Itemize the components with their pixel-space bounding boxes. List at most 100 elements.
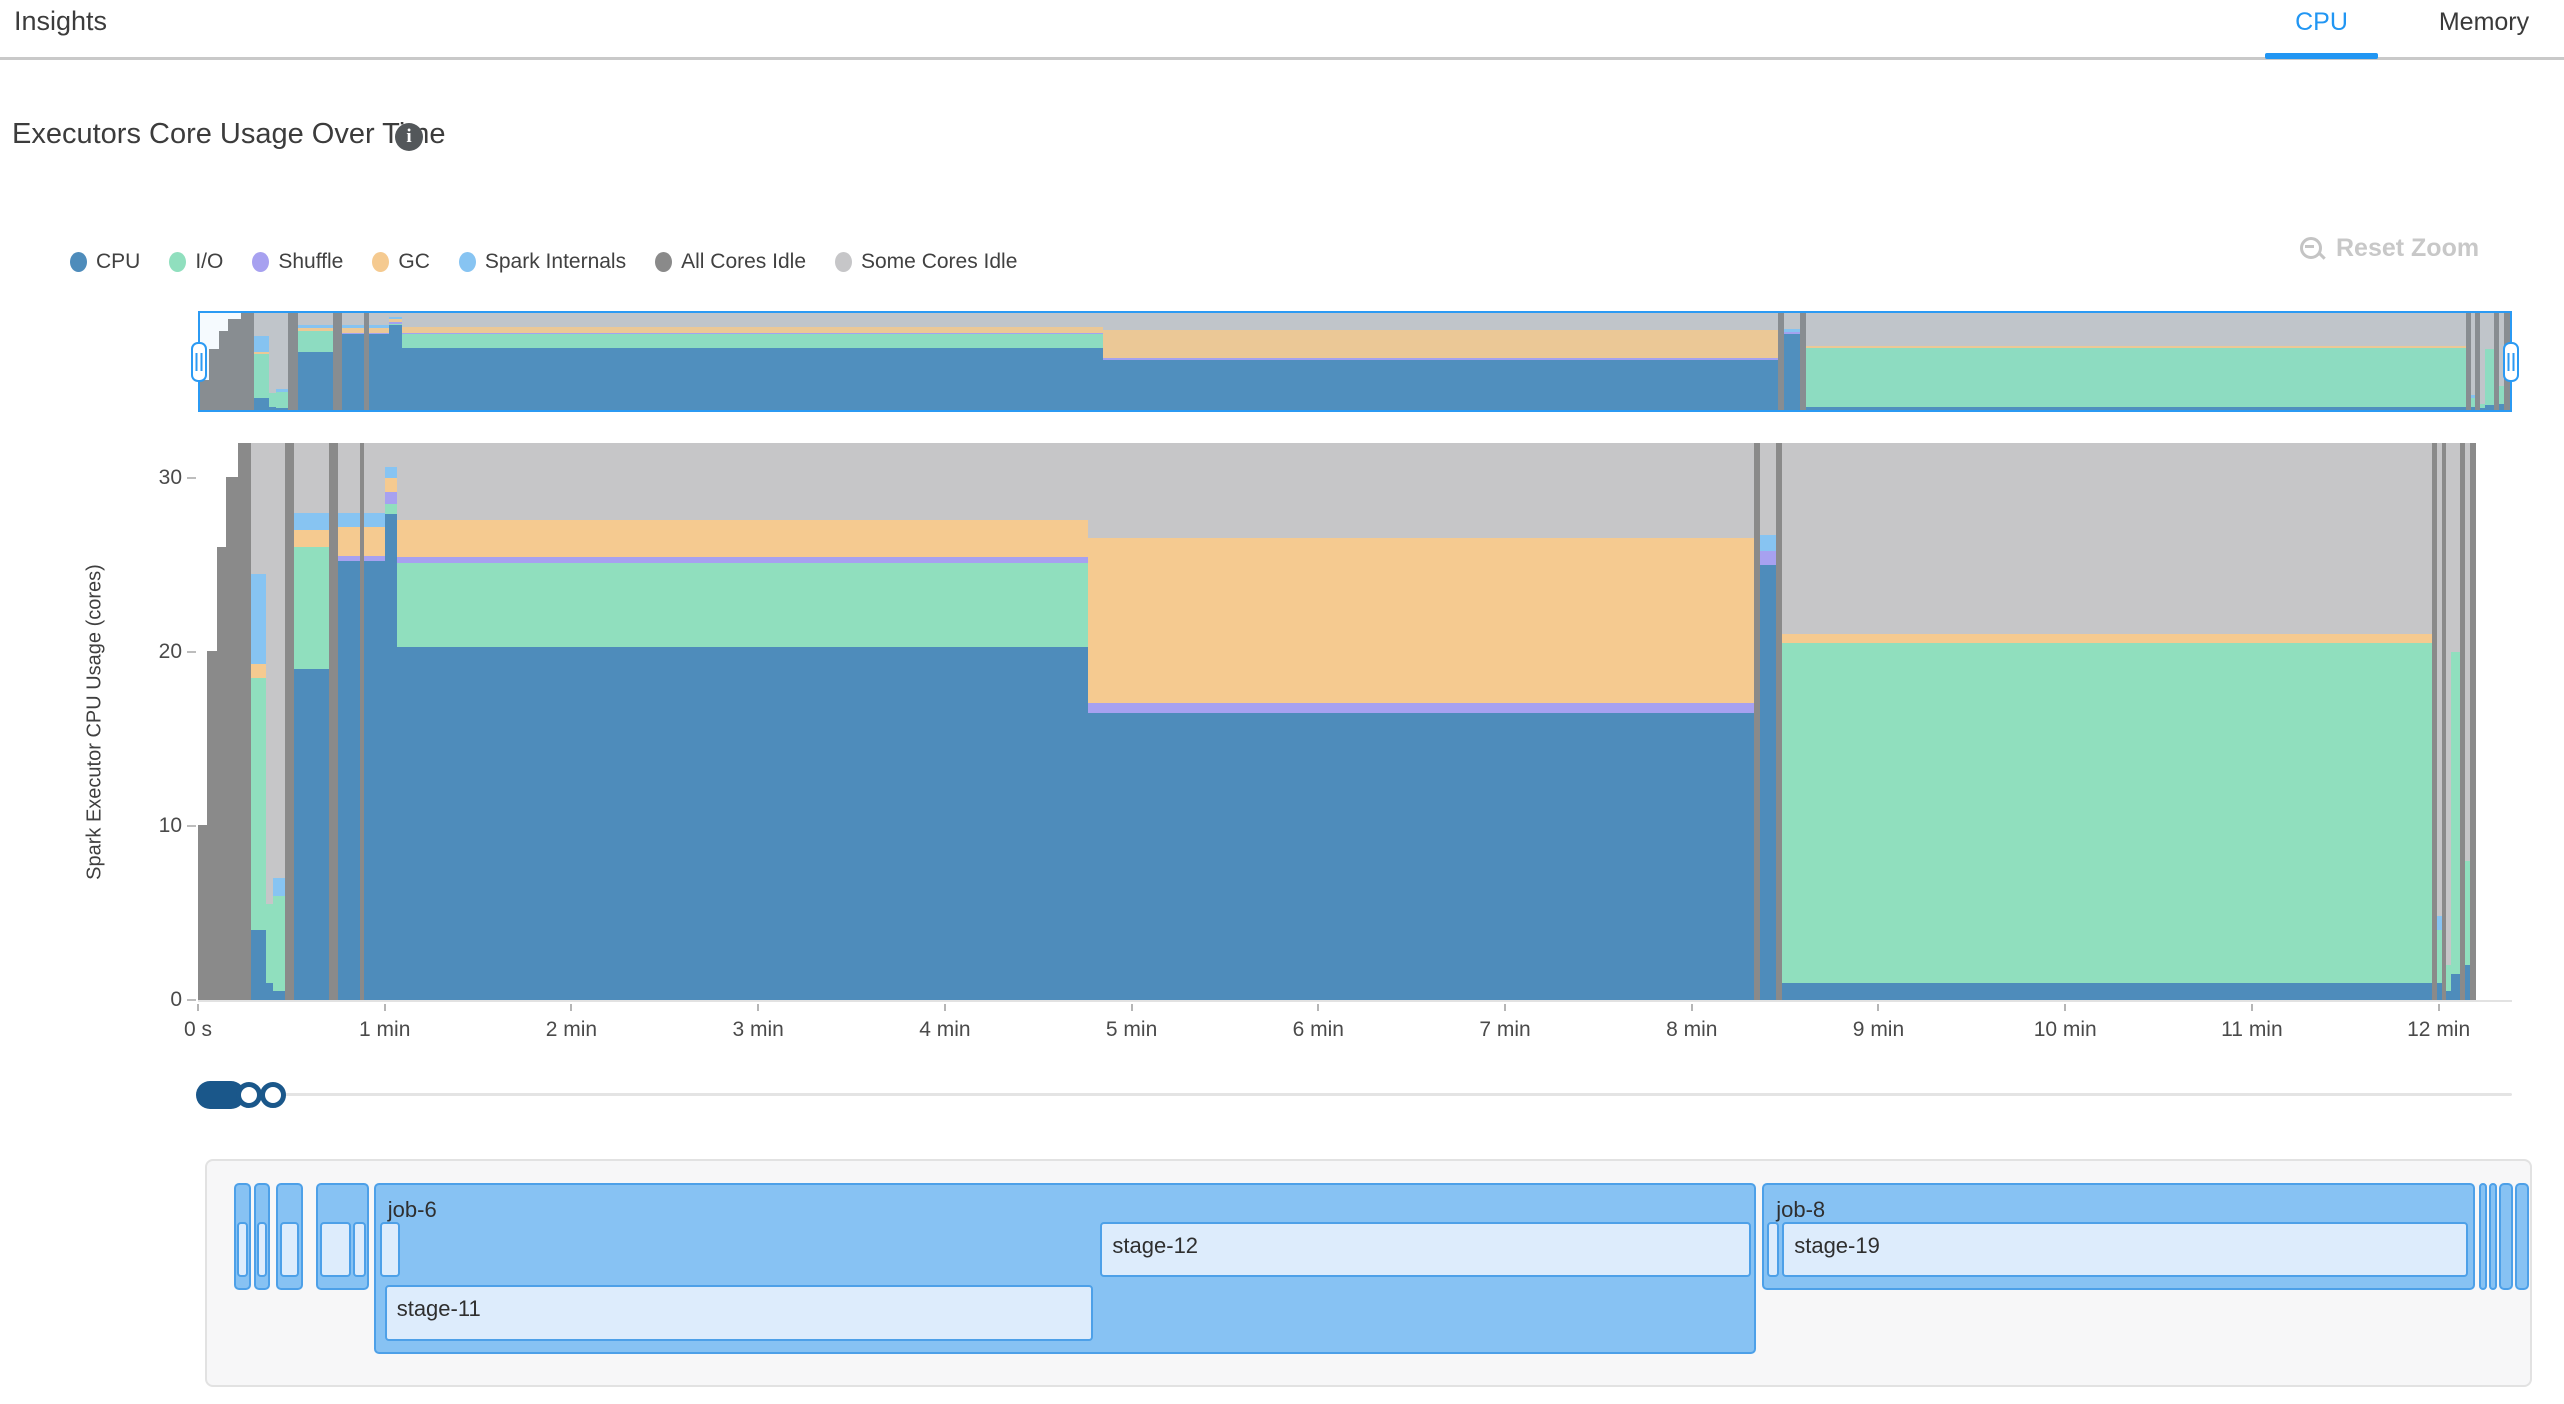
chart-segment-io: [397, 562, 1089, 647]
chart-column: [328, 443, 339, 1000]
legend-item-some_idle[interactable]: Some Cores Idle: [835, 250, 1017, 274]
chart-segment-io: [389, 323, 403, 326]
legend-item-gc[interactable]: GC: [372, 250, 430, 274]
chart-segment-cpu: [2437, 981, 2443, 1000]
chart-segment-cpu: [2498, 403, 2505, 410]
stage-bar[interactable]: [319, 1222, 351, 1277]
legend-item-all_idle[interactable]: All Cores Idle: [655, 250, 806, 274]
stage-bar[interactable]: [1767, 1222, 1780, 1277]
chart-segment-some_idle: [2446, 443, 2452, 966]
stage-bar[interactable]: [236, 1222, 248, 1277]
zoom-slider-thumb-left[interactable]: [236, 1082, 262, 1108]
legend-item-internals[interactable]: Spark Internals: [458, 250, 627, 274]
stage-bar[interactable]: [256, 1222, 267, 1277]
job-bar[interactable]: [2479, 1183, 2488, 1290]
x-tick-label: 3 min: [732, 1018, 784, 1041]
chart-column: [2484, 313, 2496, 410]
x-tick-mark: [1504, 1004, 1507, 1011]
x-tick-mark: [383, 1004, 386, 1011]
chart-column: [288, 313, 299, 410]
x-tick-label: 7 min: [1479, 1018, 1531, 1041]
legend-item-io[interactable]: I/O: [169, 250, 223, 274]
chart-column: [272, 443, 287, 1000]
chart-segment-internals: [272, 877, 287, 896]
chart-column: [1760, 443, 1777, 1000]
chart-segment-some_idle: [2484, 313, 2496, 350]
chart-column: [389, 313, 403, 410]
chart-column: [275, 313, 290, 410]
chart-segment-cpu: [401, 348, 1104, 410]
chart-column: [294, 443, 330, 1000]
chart-segment-all_idle: [1777, 313, 1786, 410]
job-label: job-8: [1776, 1197, 1826, 1222]
legend-label: CPU: [96, 250, 141, 273]
job-bar[interactable]: [2499, 1183, 2514, 1290]
reset-zoom-button[interactable]: Reset Zoom: [2300, 234, 2479, 263]
chart-segment-io: [384, 503, 399, 515]
chart-segment-shuffle: [338, 555, 361, 562]
legend-item-shuffle[interactable]: Shuffle: [252, 250, 343, 274]
x-tick-mark: [1877, 1004, 1880, 1011]
chart-segment-cpu: [297, 352, 334, 410]
chart-column: [2432, 443, 2438, 1000]
job-bar[interactable]: [2515, 1183, 2530, 1290]
minimap-brush[interactable]: [191, 311, 2519, 412]
chart-segment-some_idle: [2437, 443, 2443, 917]
main-chart-plot[interactable]: [198, 443, 2476, 1000]
brush-handle-left[interactable]: [191, 341, 207, 382]
chart-segment-shuffle: [1784, 331, 1801, 335]
chart-column: [2475, 313, 2481, 410]
chart-column: [1754, 443, 1762, 1000]
chart-segment-io: [266, 903, 274, 983]
chart-segment-gc: [1806, 346, 2467, 348]
chart-segment-all_idle: [2469, 443, 2476, 1000]
chart-segment-gc: [250, 663, 268, 678]
zoom-slider-track[interactable]: [198, 1093, 2512, 1096]
chart-segment-internals: [389, 317, 403, 320]
legend-item-cpu[interactable]: CPU: [70, 250, 140, 274]
info-icon[interactable]: i: [395, 123, 423, 151]
chart-segment-io: [2446, 964, 2452, 992]
x-tick-label: 2 min: [545, 1018, 598, 1041]
chart-segment-shuffle: [1760, 550, 1777, 565]
chart-column: [238, 443, 252, 1000]
chart-column: [2437, 443, 2443, 1000]
chart-column: [218, 313, 230, 410]
chart-column: [250, 443, 268, 1000]
stage-label: stage-19: [1794, 1233, 1880, 1258]
stage-bar[interactable]: [352, 1222, 366, 1277]
x-tick-mark: [1690, 1004, 1693, 1011]
chart-segment-some_idle: [2480, 313, 2486, 404]
chart-segment-internals: [338, 511, 361, 527]
legend-dot-gc: [372, 252, 390, 272]
y-tick-mark: [187, 999, 196, 1001]
chart-segment-io: [2480, 403, 2486, 409]
legend-label: Spark Internals: [484, 250, 627, 273]
chart-segment-some_idle: [2465, 443, 2471, 861]
stage-bar[interactable]: [279, 1222, 299, 1277]
chart-segment-io: [269, 393, 277, 407]
stage-bar-stage-11[interactable]: stage-11: [384, 1285, 1093, 1341]
job-bar[interactable]: [2489, 1183, 2497, 1290]
stage-bar-stage-12[interactable]: stage-12: [1100, 1222, 1752, 1277]
chart-segment-gc: [342, 327, 365, 333]
brush-handle-right[interactable]: [2503, 341, 2519, 382]
chart-segment-cpu: [2470, 406, 2477, 410]
chart-column: [364, 443, 386, 1000]
chart-segment-cpu: [1806, 406, 2467, 410]
y-tick-label: 20: [158, 639, 182, 663]
tab-memory[interactable]: Memory: [2438, 8, 2530, 36]
stage-bar-stage-19[interactable]: stage-19: [1782, 1222, 2468, 1277]
chart-segment-internals: [2470, 395, 2477, 398]
zoom-slider-thumb-right[interactable]: [260, 1082, 286, 1108]
tab-cpu[interactable]: CPU: [2295, 8, 2348, 36]
chart-segment-some_idle: [2470, 313, 2477, 396]
chart-segment-io: [401, 333, 1104, 349]
minimap-selection-overlay: [200, 313, 2510, 410]
chart-column: [285, 443, 296, 1000]
chart-segment-internals: [275, 388, 290, 392]
chart-segment-cpu: [1784, 334, 1801, 410]
legend-label: GC: [398, 250, 430, 273]
stage-bar[interactable]: [379, 1222, 400, 1277]
job-label: job-6: [387, 1197, 437, 1222]
